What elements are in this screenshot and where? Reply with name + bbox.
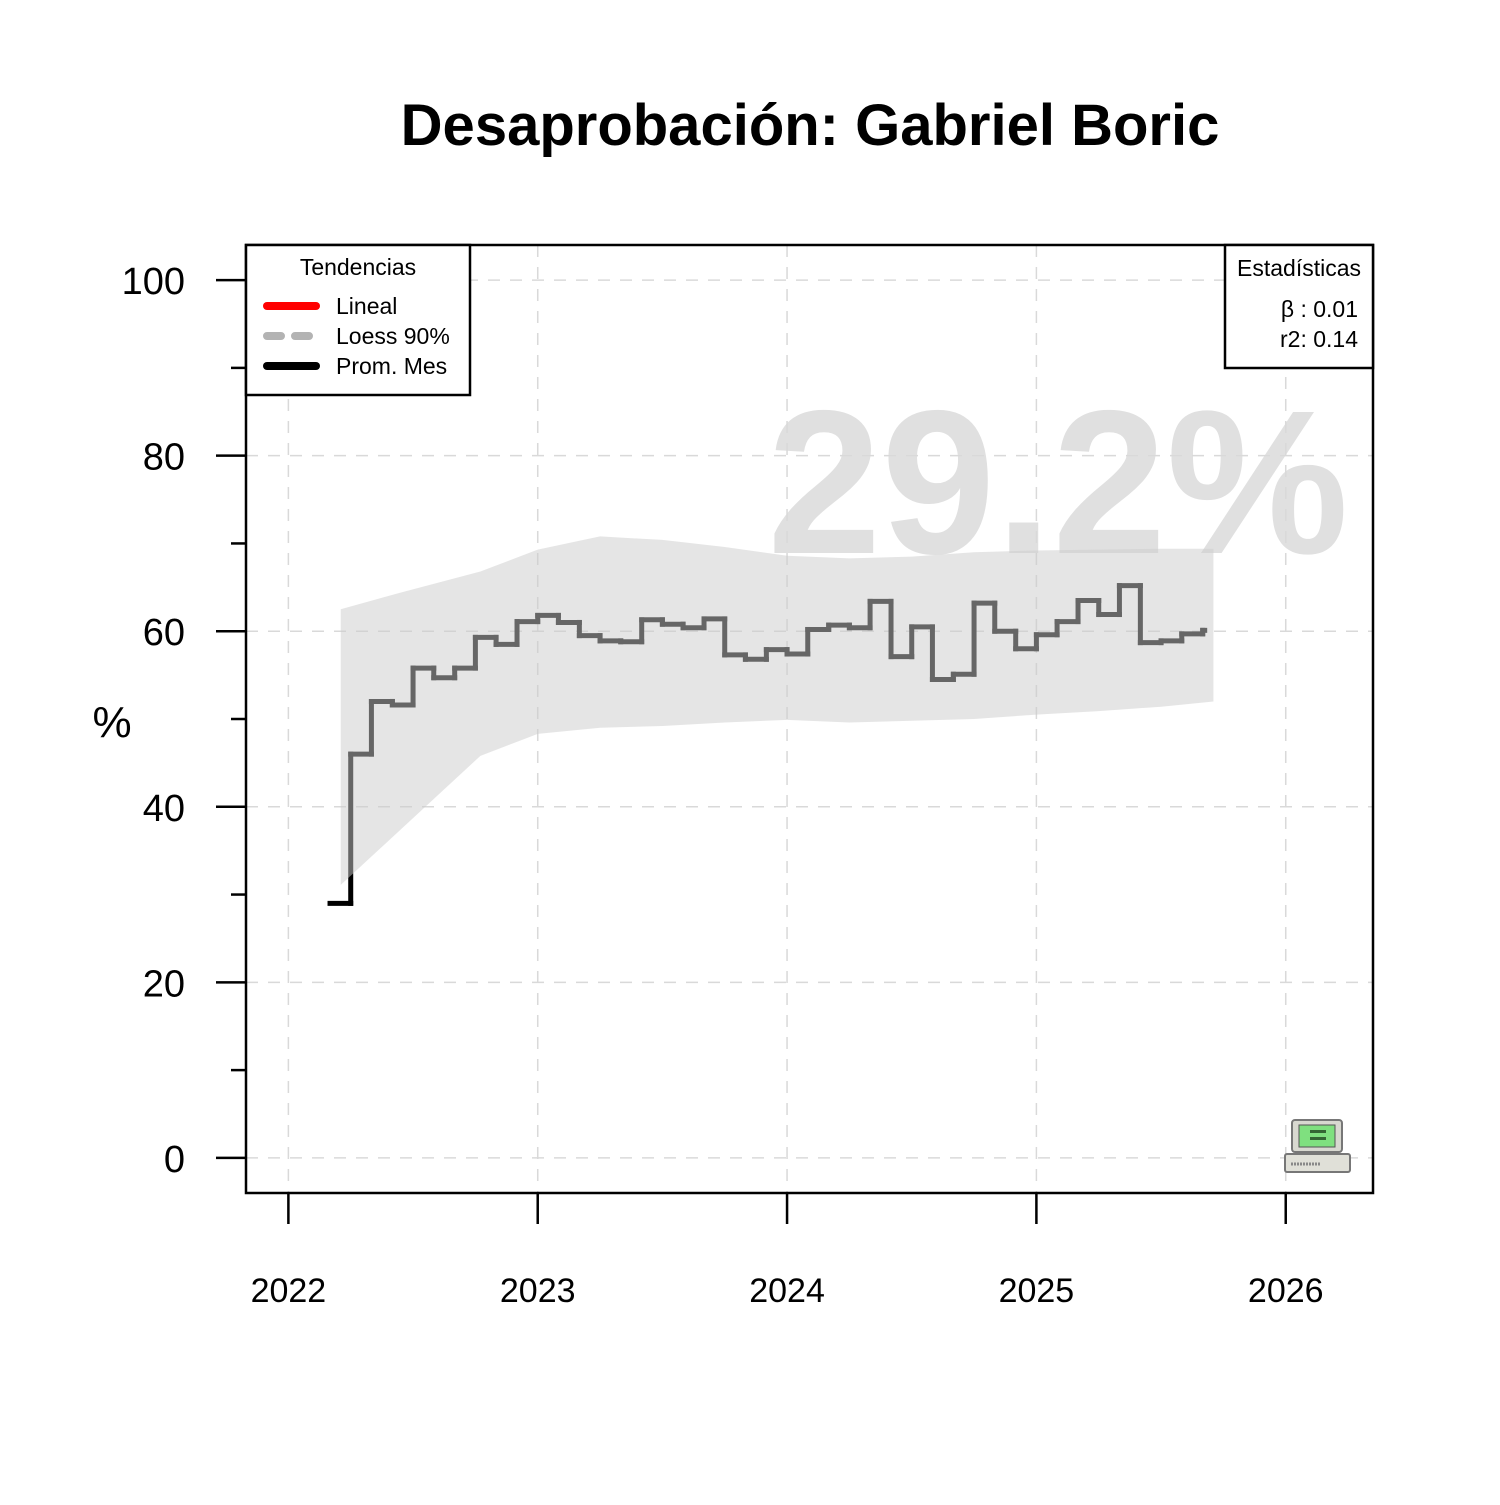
icon-screen	[1298, 1124, 1336, 1148]
x-tick-label: 2026	[1248, 1272, 1324, 1310]
stats-frame	[1223, 243, 1375, 370]
axes: 0 20 40 60 80 100 2022 2023 2024 2025 2026	[122, 243, 1375, 1310]
legend-label: Lineal	[336, 293, 397, 319]
y-tick-label: 0	[164, 1139, 185, 1181]
icon-line	[1310, 1130, 1326, 1133]
x-tick-label: 2023	[500, 1272, 576, 1310]
y-tick-label: 20	[143, 963, 185, 1005]
loess-band	[340, 536, 1214, 885]
icon-base	[1284, 1153, 1351, 1173]
icon-line	[1310, 1137, 1326, 1140]
stats-box: Estadísticas β : 0.01 r2: 0.14	[1223, 243, 1375, 370]
y-axis-label: %	[92, 698, 131, 747]
legend-title: Tendencias	[300, 254, 416, 280]
computer-icon	[1284, 1119, 1351, 1173]
legend-label: Prom. Mes	[336, 353, 447, 379]
stats-line: r2: 0.14	[1280, 326, 1358, 352]
chart-title: Desaprobación: Gabriel Boric	[401, 93, 1220, 158]
x-tick-label: 2025	[999, 1272, 1075, 1310]
legend-label: Loess 90%	[336, 323, 450, 349]
y-tick-label: 100	[122, 261, 185, 303]
legend: Tendencias Lineal Loess 90% Prom. Mes	[244, 243, 472, 397]
y-tick-label: 80	[143, 437, 185, 479]
y-tick-label: 60	[143, 612, 185, 654]
y-tick-label: 40	[143, 788, 185, 830]
x-tick-label: 2024	[749, 1272, 825, 1310]
plot	[327, 536, 1214, 906]
stats-line: β : 0.01	[1281, 296, 1358, 322]
stats-title: Estadísticas	[1237, 255, 1361, 281]
x-tick-label: 2022	[251, 1272, 327, 1310]
